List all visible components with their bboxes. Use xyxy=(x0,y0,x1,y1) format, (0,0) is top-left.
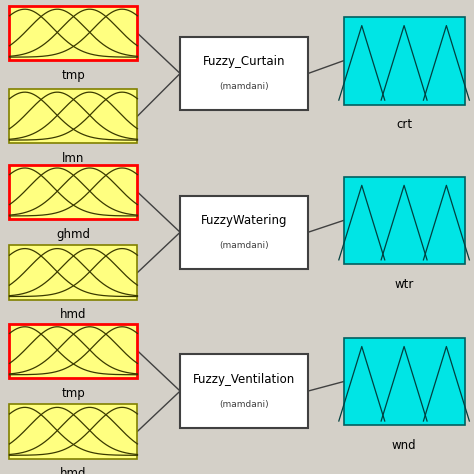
Text: hmd: hmd xyxy=(60,467,87,474)
Bar xyxy=(344,17,465,105)
Text: lmn: lmn xyxy=(62,152,85,165)
Bar xyxy=(9,323,137,378)
Bar xyxy=(180,37,308,110)
Bar xyxy=(180,195,308,269)
Text: ghmd: ghmd xyxy=(56,228,91,241)
Text: Fuzzy_Curtain: Fuzzy_Curtain xyxy=(203,55,285,68)
Bar xyxy=(9,246,137,300)
Text: tmp: tmp xyxy=(62,69,85,82)
Bar xyxy=(344,177,465,264)
Text: FuzzyWatering: FuzzyWatering xyxy=(201,214,287,227)
Text: hmd: hmd xyxy=(60,309,87,321)
Text: crt: crt xyxy=(396,118,412,131)
Text: (mamdani): (mamdani) xyxy=(219,241,269,250)
Text: wtr: wtr xyxy=(394,278,414,291)
Bar xyxy=(180,355,308,428)
Bar xyxy=(9,89,137,143)
Bar xyxy=(9,6,137,61)
Bar xyxy=(344,338,465,426)
Text: (mamdani): (mamdani) xyxy=(219,82,269,91)
Text: (mamdani): (mamdani) xyxy=(219,400,269,409)
Text: tmp: tmp xyxy=(62,387,85,400)
Bar xyxy=(9,404,137,459)
Bar xyxy=(9,165,137,219)
Text: Fuzzy_Ventilation: Fuzzy_Ventilation xyxy=(193,373,295,386)
Text: wnd: wnd xyxy=(392,439,416,452)
